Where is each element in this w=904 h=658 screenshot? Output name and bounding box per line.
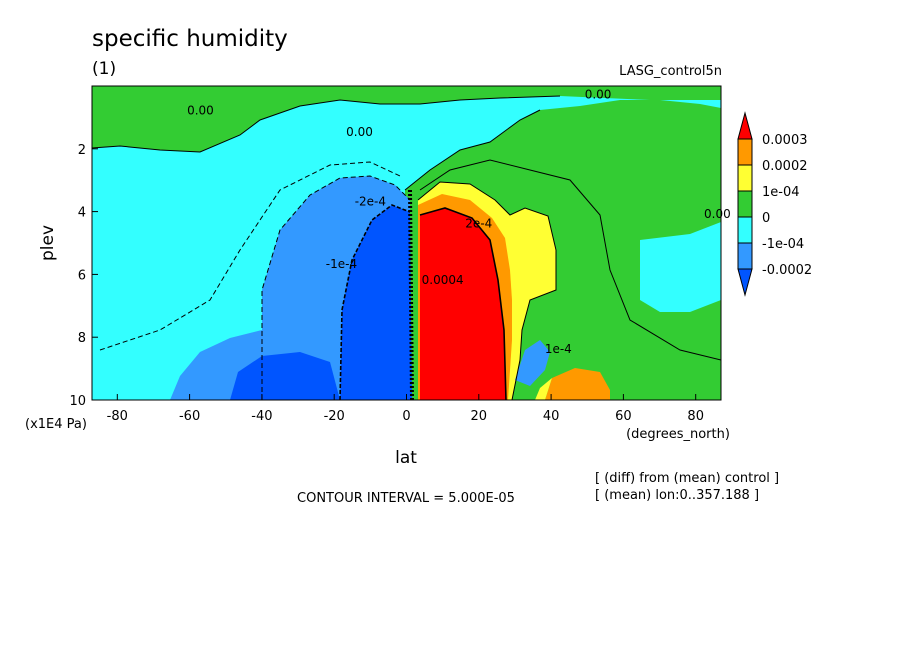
contour-label: 0.00 bbox=[346, 125, 373, 139]
region-positive-45n bbox=[545, 368, 610, 400]
chart-title: specific humidity bbox=[92, 26, 288, 52]
contour-equator-dense bbox=[408, 189, 414, 400]
x-axis-ticks: -80 -60 -40 -20 0 20 40 60 80 bbox=[107, 394, 704, 424]
x-axis-label: lat bbox=[395, 448, 417, 468]
legend-label: -1e-04 bbox=[762, 237, 804, 252]
x-tick-label: 80 bbox=[687, 409, 704, 424]
y-tick-label: 8 bbox=[78, 331, 86, 346]
y-tick-label: 10 bbox=[69, 394, 86, 409]
legend-label: 1e-04 bbox=[762, 185, 800, 200]
region-negative-strong-low bbox=[230, 352, 340, 400]
region-positive-weak-45n bbox=[535, 378, 552, 400]
run-label: LASG_control5n bbox=[619, 64, 722, 79]
contour-label: 1e-4 bbox=[545, 342, 572, 356]
x-tick-label: -60 bbox=[179, 409, 200, 424]
contour-pos-strong bbox=[419, 207, 507, 400]
legend-swatch bbox=[737, 242, 753, 270]
legend-label: 0.0003 bbox=[762, 133, 808, 148]
contour-pos-outer bbox=[419, 159, 721, 361]
x-tick-label: -20 bbox=[324, 409, 345, 424]
x-axis-units: (degrees_north) bbox=[626, 427, 730, 442]
x-tick-label: -80 bbox=[107, 409, 128, 424]
x-tick-label: 60 bbox=[615, 409, 632, 424]
contour-labels: 0.00 0.00 0.00 0.00 -2e-4 -1e-4 0.0004 2e-4 1e-4 bbox=[187, 88, 731, 356]
region-positive-strong bbox=[420, 208, 506, 400]
contour-neg-outer bbox=[99, 161, 401, 351]
legend-label: -0.0002 bbox=[762, 263, 812, 278]
legend-swatch bbox=[737, 164, 753, 192]
contour-zero-upper bbox=[92, 95, 561, 153]
contour-neg-mid bbox=[261, 175, 411, 400]
y-axis-units: (x1E4 Pa) bbox=[25, 417, 87, 432]
contour-label: 0.00 bbox=[704, 207, 731, 221]
x-tick-label: 40 bbox=[543, 409, 560, 424]
contour-lines bbox=[92, 95, 721, 400]
contour-label: 0.0004 bbox=[422, 273, 464, 287]
contour-zero-north bbox=[404, 109, 541, 191]
x-tick-label: 20 bbox=[471, 409, 488, 424]
contour-interval-text: CONTOUR INTERVAL = 5.000E-05 bbox=[297, 491, 515, 506]
contour-neg-strong bbox=[339, 204, 411, 400]
x-tick-label: 0 bbox=[402, 409, 410, 424]
plot-area bbox=[92, 86, 721, 400]
y-tick-label: 6 bbox=[78, 268, 86, 283]
y-tick-label: 4 bbox=[78, 206, 86, 221]
note-diff: [ (diff) from (mean) control ] bbox=[595, 471, 779, 486]
contour-label: -1e-4 bbox=[326, 257, 357, 271]
x-tick-label: -40 bbox=[251, 409, 272, 424]
y-tick-label: 2 bbox=[78, 143, 86, 158]
legend-swatch bbox=[737, 138, 753, 166]
legend-swatch bbox=[737, 111, 753, 140]
color-legend: 0.0003 0.0002 1e-04 0 -1e-04 -0.0002 bbox=[737, 111, 812, 297]
note-mean-lon: [ (mean) lon:0..357.188 ] bbox=[595, 488, 759, 503]
chart-subtitle: (1) bbox=[92, 59, 116, 79]
legend-swatch bbox=[737, 216, 753, 244]
legend-label: 0.0002 bbox=[762, 159, 808, 174]
region-negative-40n bbox=[515, 340, 550, 386]
legend-label: 0 bbox=[762, 211, 770, 226]
region-negative-upper-hole bbox=[410, 104, 450, 136]
contour-label: -2e-4 bbox=[355, 194, 386, 208]
contour-label: 0.00 bbox=[585, 88, 612, 102]
contour-label: 2e-4 bbox=[465, 216, 492, 230]
y-axis-label: plev bbox=[38, 225, 58, 261]
legend-swatch bbox=[737, 268, 753, 297]
region-negative-strong bbox=[340, 205, 412, 400]
contour-label: 0.00 bbox=[187, 103, 214, 117]
legend-swatch bbox=[737, 190, 753, 218]
contour-pos-weak bbox=[417, 181, 557, 400]
region-negative-north-patch bbox=[640, 222, 721, 312]
region-positive-upper bbox=[92, 86, 721, 152]
y-axis-ticks: 2 4 6 8 10 bbox=[69, 143, 98, 409]
